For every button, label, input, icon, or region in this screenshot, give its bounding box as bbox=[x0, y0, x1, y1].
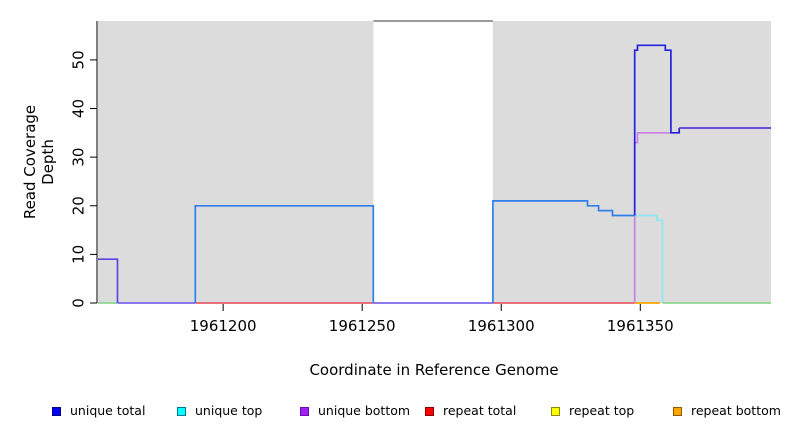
legend-swatch-icon bbox=[300, 406, 309, 416]
legend-swatch-icon bbox=[52, 406, 61, 416]
series-line-unique-total-spike bbox=[633, 44, 681, 216]
legend-label: unique total bbox=[70, 403, 146, 418]
legend-label: unique top bbox=[195, 403, 263, 418]
uncovered-gap-band bbox=[373, 21, 493, 303]
y-tick-label: 30 bbox=[70, 148, 88, 167]
y-tick-label: 40 bbox=[70, 99, 88, 118]
legend-swatch-icon bbox=[551, 406, 560, 416]
y-tick-label: 50 bbox=[70, 50, 88, 69]
x-tick-label: 1961200 bbox=[190, 317, 257, 335]
legend-item-unique-bottom: unique bottom bbox=[300, 402, 410, 420]
legend-label: unique bottom bbox=[318, 403, 411, 418]
legend: unique total unique top unique bottom repea… bbox=[0, 402, 792, 422]
x-tick-label: 1961300 bbox=[468, 317, 535, 335]
legend-swatch-icon bbox=[673, 406, 682, 416]
legend-swatch-icon bbox=[425, 406, 434, 416]
legend-label: repeat top bbox=[569, 403, 635, 418]
series-line-unique-total-box-20 bbox=[194, 204, 375, 303]
x-axis-label: Coordinate in Reference Genome bbox=[309, 361, 559, 379]
legend-label: repeat total bbox=[443, 403, 517, 418]
legend-item-unique-total: unique total bbox=[52, 402, 145, 420]
series-line-unique-total-steps bbox=[492, 200, 635, 303]
legend-label: repeat bottom bbox=[691, 403, 781, 418]
legend-swatch-icon bbox=[177, 406, 186, 416]
series-line-unique-level-9 bbox=[98, 258, 119, 303]
y-tick-label: 10 bbox=[70, 245, 88, 264]
y-tick-label: 0 bbox=[70, 298, 88, 308]
y-tick-label: 20 bbox=[70, 196, 88, 215]
x-tick-label: 1961350 bbox=[607, 317, 674, 335]
legend-item-repeat-top: repeat top bbox=[551, 402, 634, 420]
legend-item-unique-top: unique top bbox=[177, 402, 262, 420]
legend-item-repeat-total: repeat total bbox=[425, 402, 516, 420]
y-axis-label: Read Coverage Depth bbox=[21, 104, 57, 220]
coverage-plot: 0 10 20 30 40 50 1961200 1961250 1961300 1961350 bbox=[70, 20, 771, 335]
x-tick-label: 1961250 bbox=[329, 317, 396, 335]
legend-item-repeat-bottom: repeat bottom bbox=[673, 402, 781, 420]
